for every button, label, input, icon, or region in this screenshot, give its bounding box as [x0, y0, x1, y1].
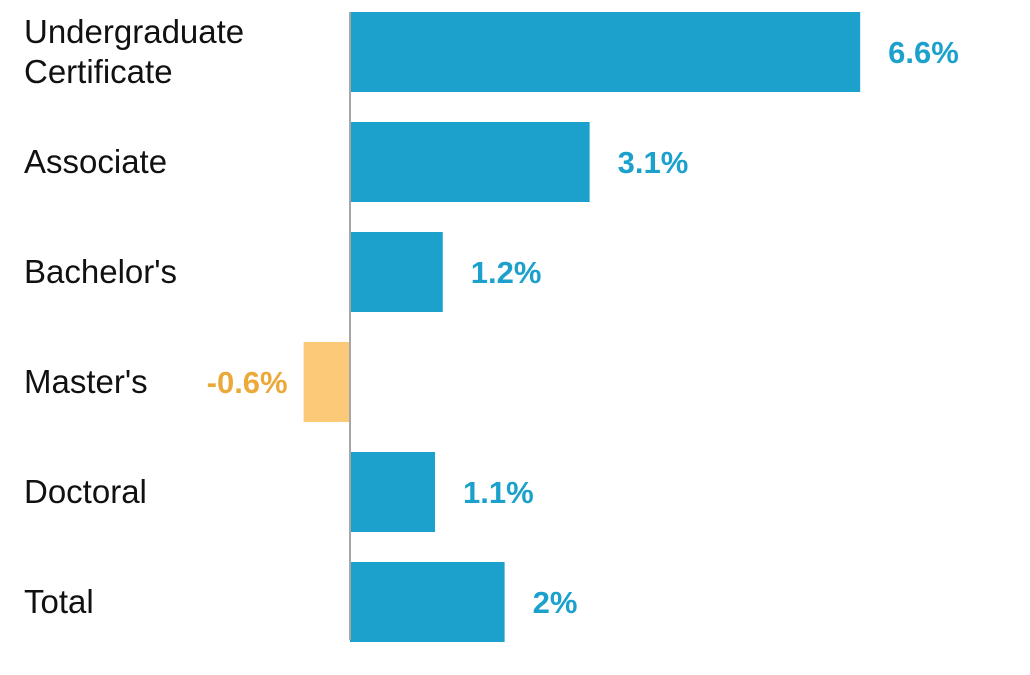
category-label-line: Master's — [24, 363, 148, 400]
bar-0 — [350, 12, 861, 92]
bar-2 — [350, 232, 443, 312]
value-label-0: 6.6% — [888, 35, 959, 70]
labels-group: Undergraduate Certificate 6.6% Associate 3.1… — [24, 13, 959, 620]
category-label-2: Bachelor's — [24, 253, 177, 290]
category-label-line: Associate — [24, 143, 167, 180]
bars-group — [303, 12, 861, 642]
category-label-line: Certificate — [24, 53, 173, 90]
category-label-0: Undergraduate Certificate — [24, 13, 244, 90]
value-label-2: 1.2% — [471, 255, 542, 290]
bar-4 — [350, 452, 436, 532]
bar-3 — [303, 342, 350, 422]
category-label-1: Associate — [24, 143, 167, 180]
value-label-5: 2% — [533, 585, 578, 620]
category-label-line: Bachelor's — [24, 253, 177, 290]
value-label-3: -0.6% — [207, 365, 288, 400]
bar-1 — [350, 122, 590, 202]
category-label-line: Undergraduate — [24, 13, 244, 50]
category-label-line: Total — [24, 583, 94, 620]
category-label-4: Doctoral — [24, 473, 147, 510]
category-label-3: Master's — [24, 363, 148, 400]
value-label-4: 1.1% — [463, 475, 534, 510]
category-label-line: Doctoral — [24, 473, 147, 510]
value-label-1: 3.1% — [618, 145, 689, 180]
category-label-5: Total — [24, 583, 94, 620]
bar-5 — [350, 562, 505, 642]
